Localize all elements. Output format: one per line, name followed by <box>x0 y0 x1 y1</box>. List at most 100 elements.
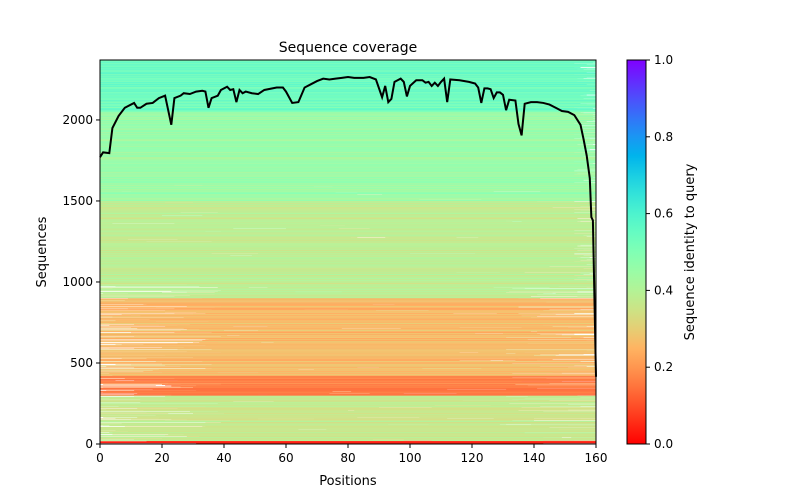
heatmap-row <box>100 337 581 338</box>
heatmap-row <box>199 341 262 343</box>
heatmap-row <box>100 100 596 102</box>
heatmap-row <box>100 232 596 234</box>
heatmap-row <box>100 63 596 65</box>
heatmap-row <box>100 350 596 352</box>
heatmap-row <box>100 227 339 229</box>
heatmap-row <box>100 61 596 62</box>
colorbar-tick-label: 0.2 <box>654 360 673 374</box>
heatmap-row <box>100 160 596 161</box>
heatmap-row <box>100 128 596 129</box>
heatmap-row <box>388 237 596 238</box>
heatmap-row <box>199 286 596 288</box>
heatmap-row <box>100 215 596 216</box>
heatmap-row <box>214 294 596 295</box>
heatmap-row <box>100 169 596 170</box>
heatmap-row <box>100 402 596 403</box>
heatmap-row <box>100 432 596 433</box>
heatmap-row <box>100 405 596 406</box>
heatmap-row <box>100 204 596 206</box>
heatmap-row <box>100 107 596 109</box>
heatmap-row <box>100 273 581 274</box>
heatmap-row <box>577 296 596 297</box>
heatmap-row <box>100 106 596 107</box>
heatmap-row <box>100 190 587 191</box>
heatmap-row <box>100 178 596 180</box>
heatmap-row <box>100 80 596 81</box>
heatmap-row <box>100 441 596 442</box>
heatmap-row <box>100 81 596 82</box>
heatmap-row <box>100 214 162 216</box>
heatmap-row <box>100 252 410 254</box>
heatmap-row <box>162 438 596 439</box>
heatmap-row <box>100 98 584 100</box>
heatmap-row <box>100 62 596 63</box>
heatmap-row <box>100 149 596 151</box>
heatmap-row <box>100 138 590 140</box>
heatmap-row <box>103 384 596 385</box>
heatmap-row <box>100 79 596 80</box>
heatmap-row <box>100 186 596 187</box>
x-tick-label: 40 <box>216 451 231 465</box>
heatmap-row <box>100 363 596 364</box>
heatmap-row <box>100 199 596 201</box>
heatmap-row <box>100 103 581 104</box>
heatmap-row <box>527 396 596 397</box>
heatmap-row <box>100 428 596 429</box>
heatmap-row <box>100 354 541 356</box>
heatmap-row <box>100 385 156 386</box>
heatmap-row <box>152 370 596 371</box>
heatmap-row <box>100 274 596 275</box>
heatmap-row <box>100 301 547 303</box>
heatmap-row <box>100 225 596 227</box>
heatmap-row <box>106 409 569 411</box>
heatmap-row <box>100 161 596 162</box>
heatmap-row <box>100 271 596 272</box>
heatmap-row <box>100 182 596 183</box>
heatmap-row <box>100 360 491 361</box>
heatmap-row <box>100 178 596 180</box>
heatmap-row <box>124 378 597 380</box>
heatmap-row <box>186 284 597 285</box>
heatmap-row <box>100 429 596 430</box>
heatmap-row <box>100 187 596 188</box>
heatmap-row <box>100 174 596 176</box>
heatmap-row <box>127 297 541 299</box>
heatmap-row <box>100 295 596 296</box>
heatmap-row <box>100 211 596 213</box>
heatmap-row <box>100 176 596 177</box>
heatmap-row <box>100 353 596 355</box>
heatmap-row <box>100 437 596 439</box>
heatmap-row <box>112 316 597 318</box>
heatmap-row <box>100 106 596 108</box>
colorbar-tick-label: 1.0 <box>654 53 673 67</box>
heatmap-row <box>100 173 596 174</box>
heatmap-row <box>521 327 596 329</box>
heatmap-row <box>100 373 596 375</box>
heatmap-row <box>109 285 597 286</box>
y-tick-label: 0 <box>85 437 93 451</box>
heatmap-row <box>100 166 596 168</box>
heatmap-row <box>100 379 596 380</box>
heatmap-row <box>394 304 596 306</box>
heatmap-row <box>100 325 596 326</box>
heatmap-row <box>100 216 596 218</box>
heatmap-row <box>100 409 348 411</box>
heatmap-row <box>100 148 596 149</box>
heatmap-row <box>100 249 596 251</box>
heatmap-row <box>186 419 597 421</box>
heatmap-row <box>100 275 596 277</box>
heatmap-row <box>100 162 596 163</box>
heatmap-row <box>100 80 596 82</box>
heatmap-row <box>100 268 596 269</box>
heatmap-row <box>100 360 460 361</box>
heatmap-row <box>100 240 596 242</box>
heatmap-row <box>174 312 553 314</box>
heatmap-row <box>100 322 596 324</box>
heatmap-row <box>100 289 596 291</box>
heatmap-row <box>100 116 593 117</box>
heatmap-row <box>100 71 596 72</box>
heatmap-row <box>100 365 596 366</box>
heatmap-row <box>100 211 596 212</box>
heatmap-row <box>100 330 596 332</box>
heatmap-row <box>100 351 460 353</box>
